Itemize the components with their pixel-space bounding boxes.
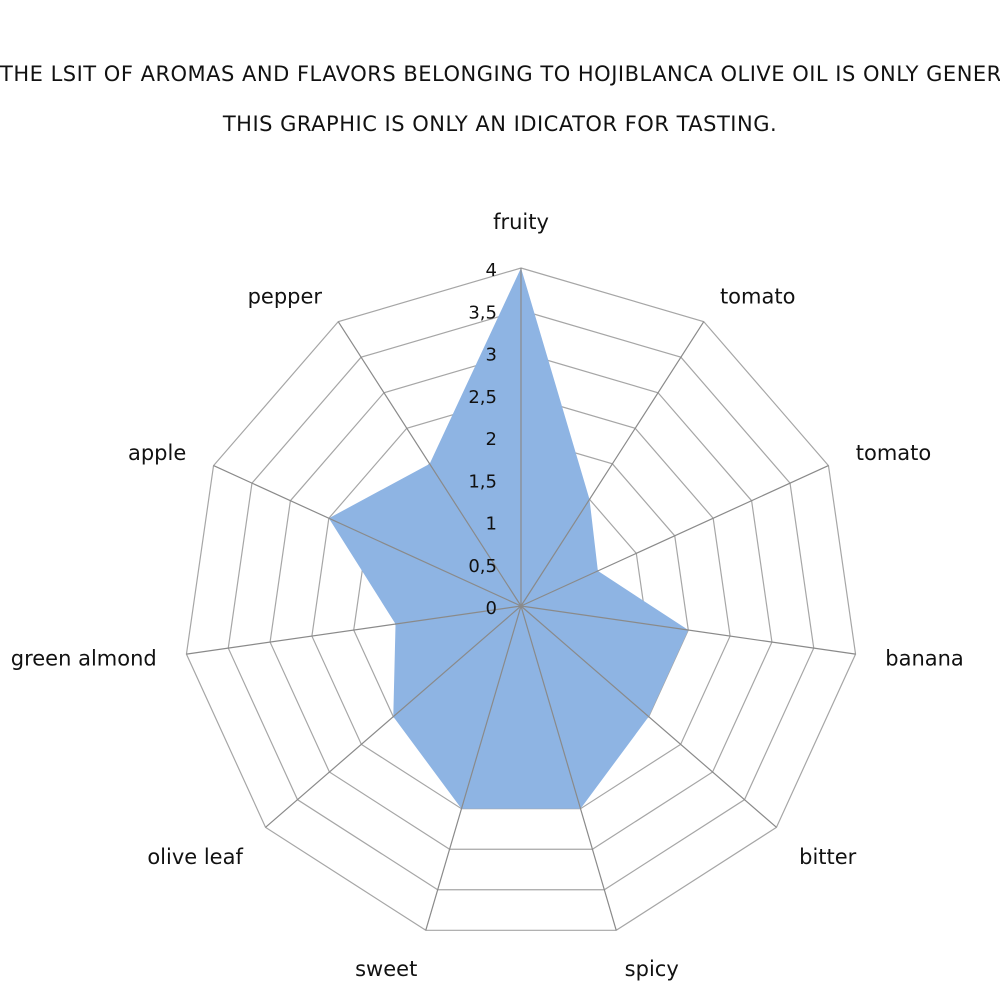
tick-label: 1,5 <box>468 471 497 492</box>
axis-spoke <box>520 465 829 607</box>
category-label: olive leaf <box>147 845 243 869</box>
tick-label: 2 <box>486 429 497 450</box>
category-label: spicy <box>625 957 679 981</box>
category-label: tomato <box>720 284 796 308</box>
grid-ring <box>185 267 857 931</box>
category-label: sweet <box>355 957 417 981</box>
tick-label: 4 <box>486 260 497 281</box>
axis-spoke <box>520 321 705 607</box>
chart-title-line-1: THE LSIT OF AROMAS AND FLAVORS BELONGING… <box>0 62 1000 86</box>
chart-title-line-2: THIS GRAPHIC IS ONLY AN IDICATOR FOR TAS… <box>222 112 778 136</box>
category-label: bitter <box>799 845 857 869</box>
category-label: green almond <box>11 646 157 670</box>
category-label: banana <box>885 646 964 670</box>
grid-ring <box>269 351 773 850</box>
tick-label: 2,5 <box>468 387 497 408</box>
axis-spoke <box>337 321 522 607</box>
tick-label: 0,5 <box>468 556 497 577</box>
axis-spoke <box>520 605 777 828</box>
axis-spoke <box>520 605 617 931</box>
axis-spoke <box>265 605 522 828</box>
tick-label: 3 <box>486 345 497 366</box>
tick-label: 1 <box>486 514 497 535</box>
axis-spoke <box>186 605 522 655</box>
data-series-area <box>328 268 689 809</box>
axis-spoke <box>213 465 522 607</box>
tick-label: 0 <box>486 598 497 619</box>
category-label: pepper <box>248 284 323 308</box>
category-label: tomato <box>856 441 932 465</box>
radar-axes <box>186 268 856 931</box>
axis-spoke <box>425 605 522 931</box>
radar-category-labels: fruity tomato tomato banana bitter spicy sweet… <box>11 210 964 981</box>
category-label: fruity <box>493 210 549 234</box>
category-label: apple <box>128 441 186 465</box>
axis-spoke <box>520 605 856 655</box>
grid-ring <box>227 309 815 891</box>
tick-label: 3,5 <box>468 302 497 323</box>
radar-data <box>328 267 689 809</box>
radar-tick-labels: 0 0,5 1 1,5 2 2,5 3 3,5 4 <box>468 260 497 619</box>
